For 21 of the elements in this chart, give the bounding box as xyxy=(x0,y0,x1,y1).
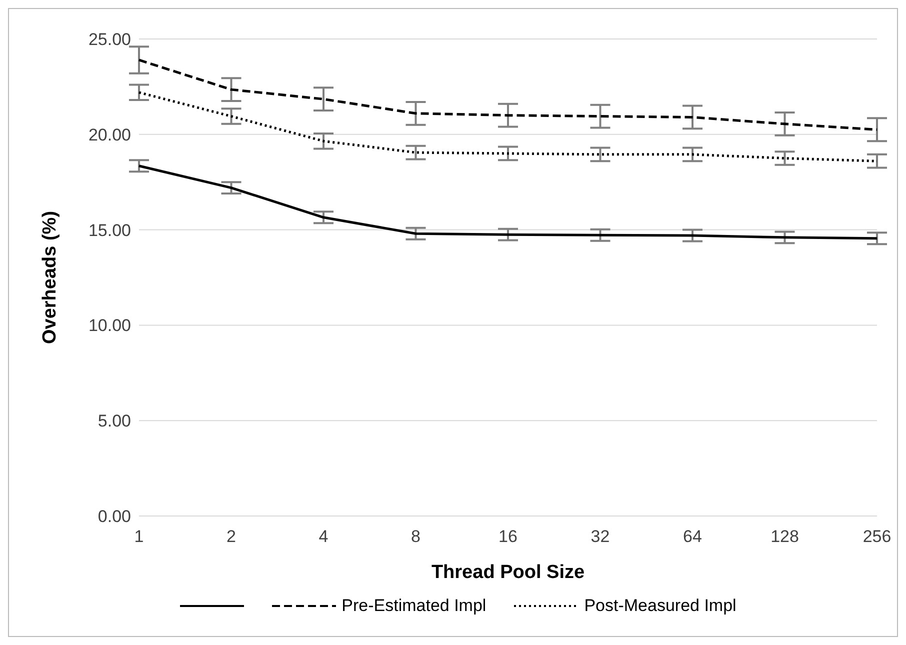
line-series xyxy=(138,164,878,240)
x-tick-label: 4 xyxy=(318,527,328,546)
legend-label: Post-Measured Impl xyxy=(584,596,736,616)
legend-label: Pre-Estimated Impl xyxy=(342,596,486,616)
x-tick-label: 2 xyxy=(226,527,236,546)
y-tick-label: 15.00 xyxy=(88,220,131,240)
x-tick-label: 256 xyxy=(862,527,892,546)
x-tick-label: 8 xyxy=(411,527,420,546)
x-tick-label: 16 xyxy=(498,527,518,546)
y-tick-label: 20.00 xyxy=(88,125,131,144)
x-tick-label: 32 xyxy=(590,527,610,546)
x-tick-label: 128 xyxy=(770,527,799,546)
x-tick-label: 64 xyxy=(683,527,702,546)
y-tick-label: 10.00 xyxy=(88,316,131,336)
x-axis-title: Thread Pool Size xyxy=(431,562,585,583)
x-tick-label: 1 xyxy=(134,527,144,546)
y-axis-title: Overheads (%) xyxy=(40,210,61,344)
y-tick-label: 0.00 xyxy=(98,507,131,526)
line-series xyxy=(138,58,878,131)
y-tick-label: 5.00 xyxy=(98,412,131,431)
y-tick-label: 25.00 xyxy=(88,30,131,50)
